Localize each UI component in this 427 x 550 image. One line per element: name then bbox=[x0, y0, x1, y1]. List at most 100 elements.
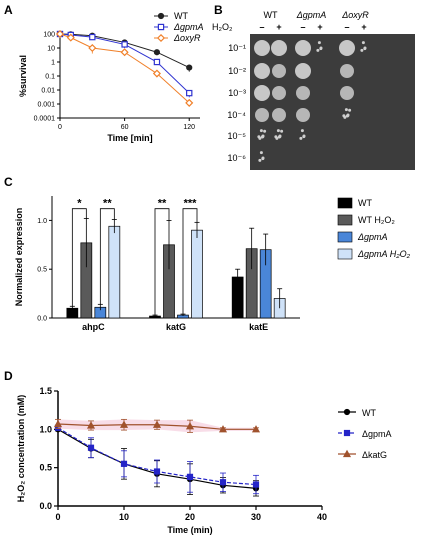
bar bbox=[191, 229, 203, 319]
chart-c-expression: 0.0 0.5 1.0 Normalized expression ahpC katG ka… bbox=[14, 196, 411, 332]
data-point bbox=[252, 481, 260, 488]
colony-spot bbox=[296, 108, 310, 122]
data-point bbox=[87, 444, 95, 451]
colony-spot bbox=[259, 129, 263, 133]
x-tick-label: katE bbox=[249, 322, 268, 332]
x-tick-label: 120 bbox=[183, 124, 195, 131]
significance-bracket bbox=[71, 208, 87, 307]
panel-label-a: A bbox=[4, 3, 13, 17]
data-point bbox=[153, 58, 161, 66]
strain-label: WT bbox=[264, 10, 278, 20]
legend-marker bbox=[157, 23, 165, 31]
y-tick-label: 1.0 bbox=[37, 218, 47, 225]
data-point bbox=[152, 420, 162, 428]
colony-spot bbox=[260, 135, 264, 139]
colony-spot bbox=[254, 63, 270, 79]
y-tick-label: 0.0 bbox=[39, 501, 52, 511]
colony-spot bbox=[254, 85, 270, 101]
significance-label: * bbox=[77, 198, 82, 210]
spot-assay-panel: WT ΔgpmA ΔoxyR H₂O₂ – + – + – +10⁻¹ 10⁻² 10⁻³ 10⁻⁴ 10… bbox=[212, 10, 415, 170]
data-point bbox=[185, 422, 195, 430]
significance-bracket bbox=[99, 208, 115, 305]
x-tick-label: 40 bbox=[317, 512, 327, 522]
colony-spot bbox=[272, 86, 286, 100]
dilution-label: 10⁻³ bbox=[228, 88, 246, 98]
x-tick-label: 10 bbox=[119, 512, 129, 522]
treatment-label: H₂O₂ bbox=[212, 22, 233, 32]
significance-bracket bbox=[182, 208, 198, 315]
x-tick-label: 0 bbox=[58, 124, 62, 131]
legend-swatch bbox=[337, 214, 353, 226]
y-axis-label: Normalized expression bbox=[14, 208, 24, 307]
legend-label: ΔgpmA bbox=[173, 22, 204, 32]
data-point bbox=[219, 479, 227, 486]
x-axis-label: Time [min] bbox=[107, 133, 152, 143]
y-tick-label: 10 bbox=[47, 46, 55, 53]
series-2 bbox=[53, 418, 261, 433]
data-point bbox=[120, 48, 129, 57]
panel-label-c: C bbox=[4, 175, 13, 189]
colony-spot bbox=[340, 86, 354, 100]
legend-label: WT bbox=[174, 11, 188, 21]
legend-label: WT bbox=[362, 408, 376, 418]
colony-spot bbox=[259, 151, 263, 155]
legend-label: ΔoxyR bbox=[173, 33, 201, 43]
significance-label: ** bbox=[103, 198, 112, 210]
colony-spot bbox=[361, 41, 365, 45]
y-axis-label: H₂O₂ concentration (mM) bbox=[16, 395, 26, 503]
y-tick-label: 1 bbox=[51, 60, 55, 67]
colony-spot bbox=[317, 41, 321, 45]
dilution-label: 10⁻¹ bbox=[228, 43, 246, 53]
legend-marker bbox=[343, 429, 351, 437]
y-axis-label: %survival bbox=[18, 55, 28, 97]
plate-background bbox=[250, 34, 415, 170]
data-point bbox=[186, 473, 194, 480]
data-point bbox=[86, 421, 96, 429]
data-point bbox=[55, 29, 65, 39]
data-point bbox=[251, 425, 261, 433]
significance-bracket bbox=[154, 208, 170, 316]
legend-marker bbox=[156, 33, 166, 43]
legend-label: ΔgpmA H₂O₂ bbox=[357, 249, 411, 259]
colony-spot bbox=[340, 64, 354, 78]
dilution-label: 10⁻⁶ bbox=[228, 153, 247, 163]
data-point bbox=[88, 43, 97, 53]
colony-spot bbox=[272, 108, 286, 122]
legend-swatch bbox=[337, 231, 353, 243]
column-sign: + bbox=[361, 22, 366, 32]
colony-spot bbox=[360, 48, 364, 52]
colony-spot bbox=[345, 114, 349, 118]
column-sign: + bbox=[317, 22, 322, 32]
data-point bbox=[186, 64, 193, 71]
data-point bbox=[153, 49, 161, 56]
colony-spot bbox=[276, 129, 280, 133]
y-tick-label: 0.0 bbox=[37, 316, 47, 323]
colony-spot bbox=[302, 135, 306, 139]
legend-label: WT H₂O₂ bbox=[358, 215, 395, 225]
panel-label-b: B bbox=[214, 3, 223, 17]
colony-spot bbox=[300, 129, 304, 133]
column-sign: + bbox=[276, 22, 281, 32]
colony-spot bbox=[363, 47, 367, 51]
panel-label-d: D bbox=[4, 369, 13, 383]
y-tick-label: 0.001 bbox=[37, 102, 55, 109]
colony-spot bbox=[319, 47, 323, 51]
significance-label: *** bbox=[184, 198, 198, 210]
y-tick-label: 0.5 bbox=[39, 463, 52, 473]
y-tick-label: 0.5 bbox=[37, 267, 47, 274]
y-tick-label: 1.5 bbox=[39, 386, 52, 396]
colony-spot bbox=[344, 108, 348, 112]
x-axis-label: Time (min) bbox=[167, 525, 212, 535]
dilution-label: 10⁻² bbox=[228, 66, 246, 76]
data-point bbox=[120, 460, 128, 467]
y-tick-label: 0.01 bbox=[41, 88, 55, 95]
colony-spot bbox=[254, 40, 270, 56]
significance-label: ** bbox=[158, 198, 167, 210]
legend-label: ΔgpmA bbox=[357, 232, 388, 242]
data-point bbox=[53, 419, 63, 428]
column-sign: – bbox=[259, 22, 264, 32]
colony-spot bbox=[277, 135, 281, 139]
legend-swatch bbox=[337, 197, 353, 209]
series-1 bbox=[56, 30, 193, 98]
